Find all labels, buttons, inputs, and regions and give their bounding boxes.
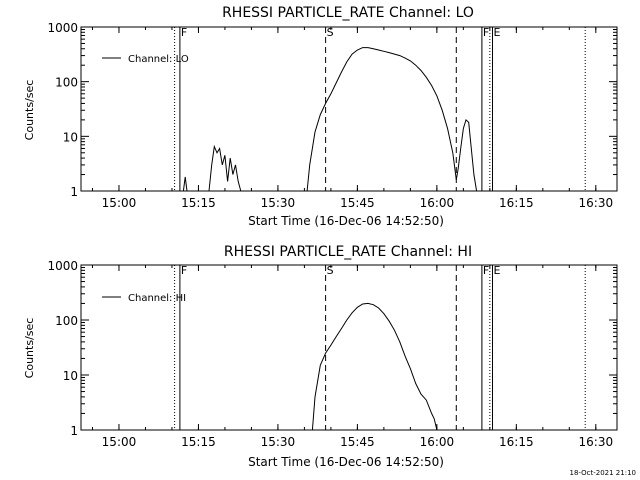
chart-title: RHESSI PARTICLE_RATE Channel: HI: [224, 244, 472, 260]
x-tick-label: 15:30: [261, 435, 296, 449]
x-tick-label: 16:15: [499, 196, 534, 210]
marker-label: F: [483, 264, 489, 277]
chart-title: RHESSI PARTICLE_RATE Channel: LO: [222, 5, 474, 21]
x-tick-label: 15:15: [181, 435, 216, 449]
y-axis-label: Counts/sec: [23, 318, 36, 379]
y-tick-label: 100: [55, 76, 78, 90]
y-tick-label: 1: [70, 185, 78, 199]
x-axis-label: Start Time (16-Dec-06 14:52:50): [248, 214, 444, 228]
x-tick-label: 16:15: [499, 435, 534, 449]
x-tick-label: 16:00: [420, 435, 455, 449]
x-tick-label: 16:30: [579, 435, 614, 449]
x-axis-label: Start Time (16-Dec-06 14:52:50): [248, 455, 444, 469]
y-axis-label: Counts/sec: [23, 80, 36, 141]
series-line: [208, 144, 242, 192]
y-tick-label: 10: [63, 369, 78, 383]
series-line: [311, 302, 438, 431]
marker-label: E: [493, 264, 500, 277]
chart-panel-hi: RHESSI PARTICLE_RATE Channel: HI Counts/…: [23, 244, 618, 469]
x-tick-label: 15:00: [102, 196, 137, 210]
plot-frame: [80, 264, 618, 431]
x-tick-label: 15:45: [340, 196, 375, 210]
legend-label: Channel: HI: [128, 293, 186, 304]
plot-frame: [80, 26, 618, 192]
x-tick-label: 15:30: [261, 196, 296, 210]
y-tick-label: 1000: [47, 21, 78, 35]
x-tick-label: 15:00: [102, 435, 137, 449]
marker-label: E: [493, 26, 500, 39]
chart-panel-lo: RHESSI PARTICLE_RATE Channel: LO Counts/…: [23, 5, 618, 228]
y-tick-label: 1: [70, 424, 78, 438]
x-tick-label: 15:15: [181, 196, 216, 210]
y-tick-label: 100: [55, 314, 78, 328]
marker-label: S: [327, 26, 334, 39]
marker-label: F: [181, 264, 187, 277]
x-tick-label: 16:30: [579, 196, 614, 210]
footer-timestamp: 18-Oct-2021 21:10: [570, 469, 636, 477]
x-tick-label: 15:45: [340, 435, 375, 449]
series-line: [182, 176, 188, 192]
marker-label: F: [181, 26, 187, 39]
legend-label: Channel: LO: [128, 54, 189, 65]
series-line: [306, 47, 478, 192]
marker-label: S: [327, 264, 334, 277]
y-tick-label: 1000: [47, 259, 78, 273]
x-tick-label: 16:00: [420, 196, 455, 210]
y-tick-label: 10: [63, 130, 78, 144]
marker-label: F: [483, 26, 489, 39]
